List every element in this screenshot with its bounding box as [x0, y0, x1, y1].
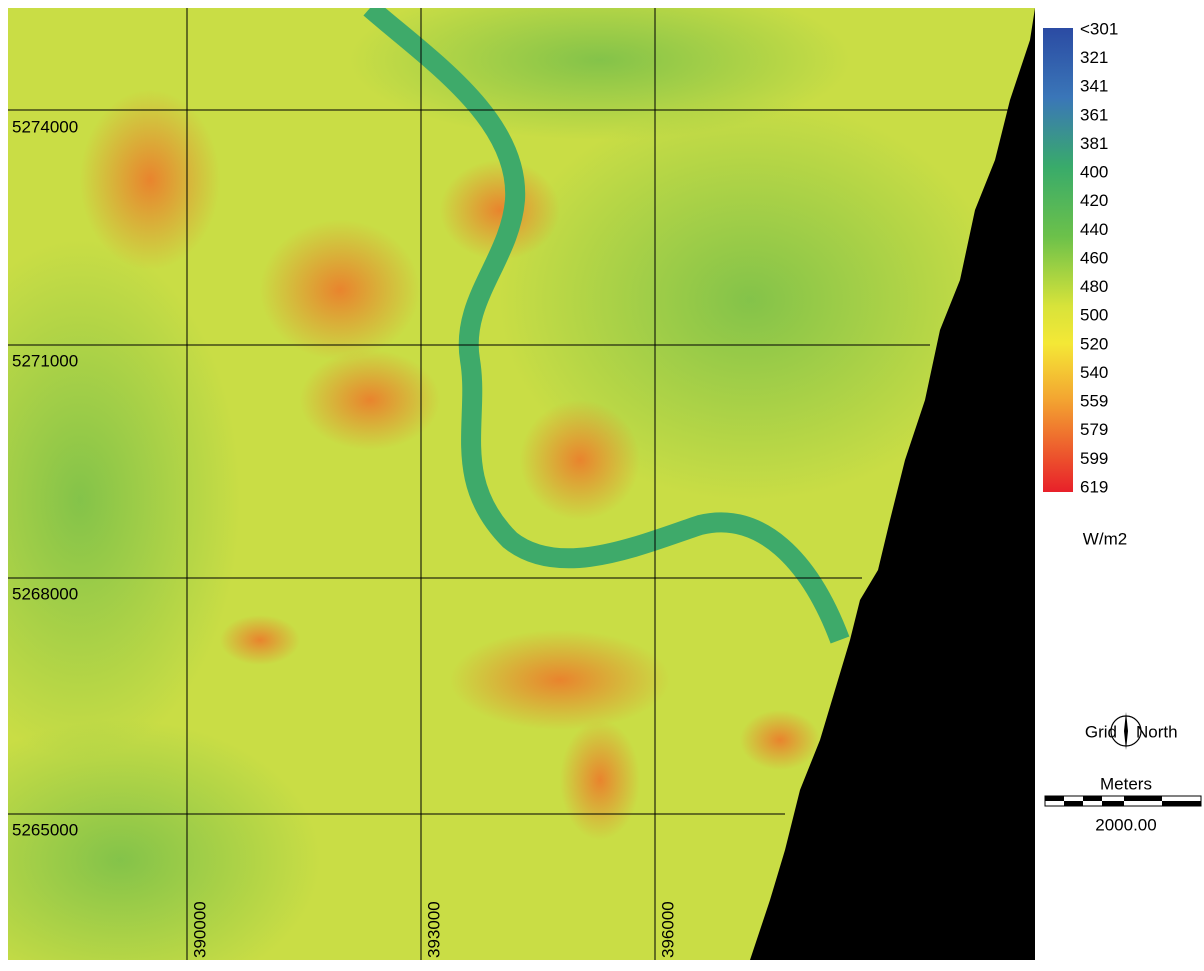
legend-label: 480 — [1080, 277, 1108, 296]
legend-label: 559 — [1080, 392, 1108, 411]
scale-title: Meters — [1100, 774, 1152, 793]
legend-label: 500 — [1080, 306, 1108, 325]
legend-ramp — [1043, 28, 1073, 492]
legend-label: 520 — [1080, 334, 1108, 353]
legend-label: 540 — [1080, 363, 1108, 382]
map-view: Grid North Meters 2000.00 W/m2 5274000 52… — [0, 0, 1204, 966]
north-needle — [1124, 712, 1128, 750]
scale-bar — [1045, 796, 1201, 806]
legend-label: 619 — [1080, 477, 1108, 496]
legend-label: 420 — [1080, 191, 1108, 210]
legend-label: 381 — [1080, 134, 1108, 153]
north-label: Grid — [1085, 722, 1117, 741]
scale-label: 2000.00 — [1095, 815, 1156, 834]
grid-y-label: 5271000 — [12, 351, 78, 370]
grid-x-label: 393000 — [424, 901, 443, 958]
raster — [0, 0, 1035, 966]
grid-y-label: 5268000 — [12, 584, 78, 603]
legend-unit: W/m2 — [1083, 529, 1127, 548]
grid-y-label: 5274000 — [12, 117, 78, 136]
grid-x-label: 396000 — [658, 901, 677, 958]
legend-label: <301 — [1080, 19, 1118, 38]
legend-label: 579 — [1080, 420, 1108, 439]
grid-x-label: 390000 — [190, 901, 209, 958]
legend-label: 440 — [1080, 220, 1108, 239]
legend-label: 361 — [1080, 105, 1108, 124]
north-label: North — [1136, 722, 1178, 741]
legend-label: 321 — [1080, 48, 1108, 67]
grid-y-label: 5265000 — [12, 820, 78, 839]
legend-label: 341 — [1080, 77, 1108, 96]
legend-label: 400 — [1080, 163, 1108, 182]
legend-label: 599 — [1080, 449, 1108, 468]
legend-label: 460 — [1080, 248, 1108, 267]
